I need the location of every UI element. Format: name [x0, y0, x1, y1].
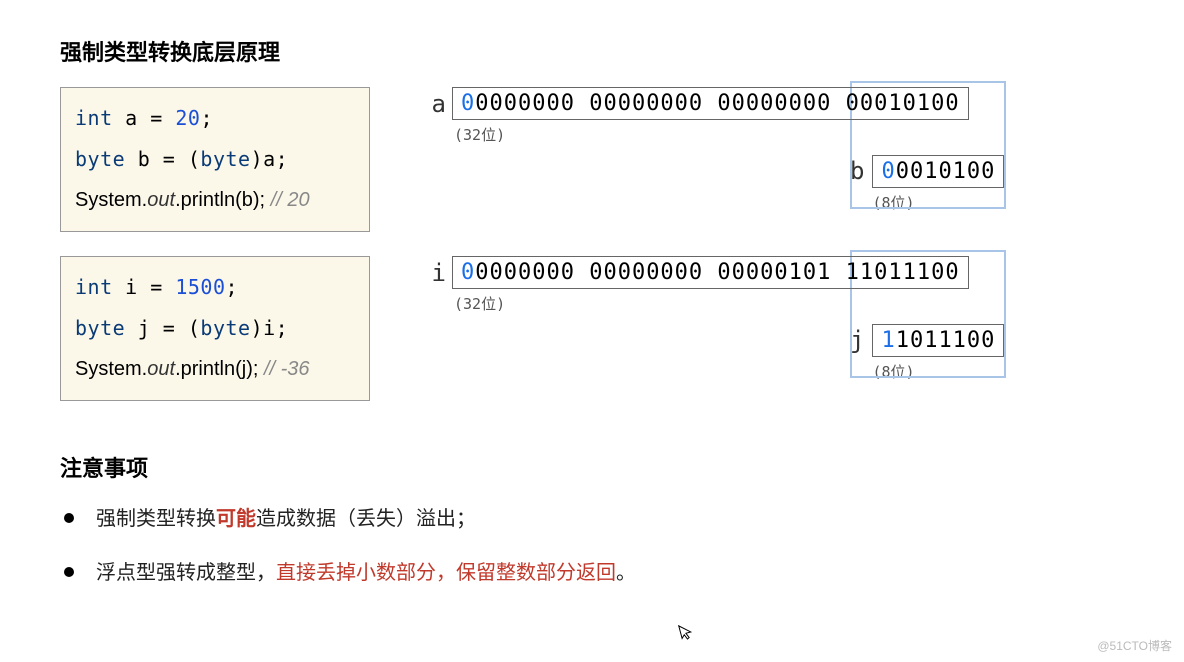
section-notes: 注意事项 强制类型转换可能造成数据（丢失）溢出； 浮点型强转成整型，直接丢掉小数…	[60, 451, 1124, 589]
example-row-1: int a = 20; byte b = (byte)a; System.out…	[60, 87, 1124, 232]
watermark: @51CTO博客	[1097, 637, 1172, 654]
note-32bit-2: (32位)	[454, 293, 1124, 314]
bullet-item-1: 强制类型转换可能造成数据（丢失）溢出；	[60, 503, 1124, 535]
note-8bit-2: (8位)	[872, 361, 1004, 382]
binary-b-line: b 00010100 (8位)	[420, 155, 1124, 213]
example-row-2: int i = 1500; byte j = (byte)i; System.o…	[60, 256, 1124, 401]
binary-a-box: 00000000 00000000 00000000 00010100	[452, 87, 969, 120]
code-line: int a = 20;	[75, 98, 355, 139]
binary-panel-1: a 00000000 00000000 00000000 00010100 (3…	[420, 87, 1124, 213]
binary-j-line: j 11011100 (8位)	[420, 324, 1124, 382]
cursor-icon	[678, 622, 697, 646]
binary-a-line: a 00000000 00000000 00000000 00010100	[420, 87, 1124, 120]
code-line: byte j = (byte)i;	[75, 308, 355, 349]
binary-i-box: 00000000 00000000 00000101 11011100	[452, 256, 969, 289]
binary-i-line: i 00000000 00000000 00000101 11011100	[420, 256, 1124, 289]
code-line: byte b = (byte)a;	[75, 139, 355, 180]
binary-b-box: 00010100	[872, 155, 1004, 188]
code-line: System.out.println(b); // 20	[75, 180, 355, 221]
code-line: int i = 1500;	[75, 267, 355, 308]
bullet-item-2: 浮点型强转成整型，直接丢掉小数部分，保留整数部分返回。	[60, 557, 1124, 589]
binary-panel-2: i 00000000 00000000 00000101 11011100 (3…	[420, 256, 1124, 382]
heading-main: 强制类型转换底层原理	[60, 35, 1124, 67]
code-box-1: int a = 20; byte b = (byte)a; System.out…	[60, 87, 370, 232]
binary-j-box: 11011100	[872, 324, 1004, 357]
code-box-2: int i = 1500; byte j = (byte)i; System.o…	[60, 256, 370, 401]
note-32bit-1: (32位)	[454, 124, 1124, 145]
heading-notes: 注意事项	[60, 451, 1124, 483]
code-line: System.out.println(j); // -36	[75, 349, 355, 390]
note-8bit-1: (8位)	[872, 192, 1004, 213]
bullet-list: 强制类型转换可能造成数据（丢失）溢出； 浮点型强转成整型，直接丢掉小数部分，保留…	[60, 503, 1124, 589]
